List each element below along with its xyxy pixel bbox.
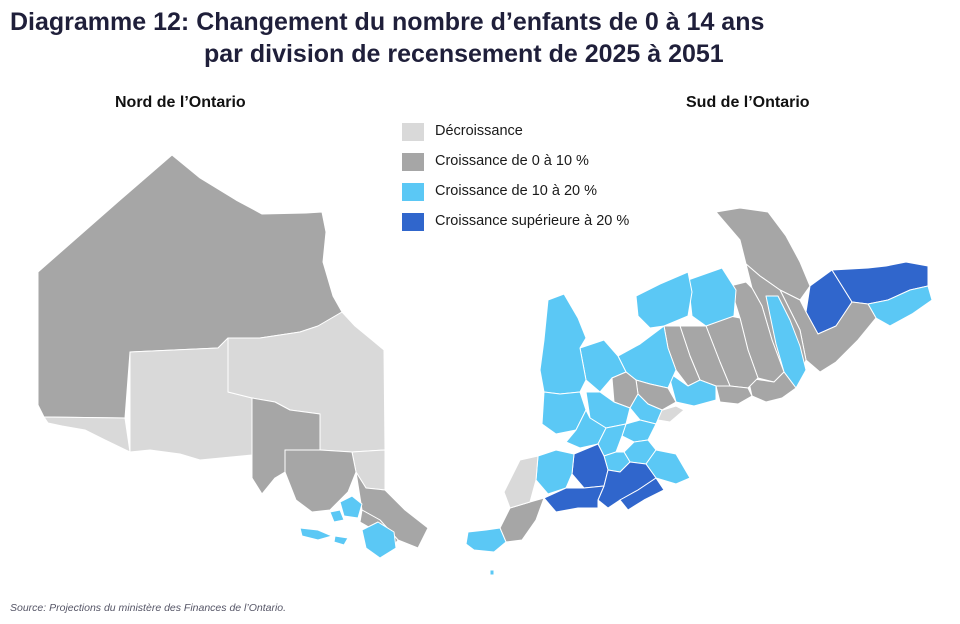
- legend-label-growth-10-20: Croissance de 10 à 20 %: [435, 183, 598, 199]
- south-region-durham: [667, 371, 717, 407]
- south-region-renfrew: [715, 207, 811, 301]
- north-region-sudbury-small: [329, 509, 345, 523]
- north-region-muskoka: [361, 521, 397, 559]
- north-region-sudbury-district: [284, 449, 357, 513]
- south-region-muskoka: [635, 271, 693, 329]
- legend-swatch-growth-10-20: [402, 183, 424, 201]
- title-line-1: Diagramme 12: Changement du nombre d’enf…: [10, 8, 765, 36]
- north-ontario-map: [37, 154, 429, 559]
- south-region-pelee: [489, 569, 495, 576]
- south-region-halton: [621, 419, 657, 443]
- south-region-lambton: [535, 449, 575, 495]
- legend-swatch-growth-over-20: [402, 213, 424, 231]
- legend-label-growth-0-10: Croissance de 0 à 10 %: [435, 153, 589, 169]
- south-region-prince-edward: [747, 371, 797, 403]
- north-region-timiskaming: [351, 449, 386, 491]
- south-region-kingston: [765, 295, 807, 389]
- legend-swatch-growth-0-10: [402, 153, 424, 171]
- legend-swatch-decline: [402, 123, 424, 141]
- north-region-manitoulin: [299, 527, 333, 541]
- source-note: Source: Projections du ministère des Fin…: [10, 602, 287, 614]
- south-region-elgin: [543, 485, 605, 513]
- title-line-2: par division de recensement de 2025 à 20…: [204, 40, 724, 68]
- north-panel-label: Nord de l’Ontario: [115, 94, 246, 111]
- north-region-greater-sudbury: [339, 495, 363, 519]
- legend-label-decline: Décroissance: [435, 123, 523, 139]
- south-region-haliburton: [687, 267, 737, 327]
- south-region-essex: [465, 527, 507, 553]
- south-ontario-map: [465, 207, 933, 576]
- south-region-lambton-north: [503, 455, 539, 509]
- south-panel-label: Sud de l’Ontario: [686, 94, 810, 111]
- north-region-island-small: [333, 535, 349, 546]
- north-region-kenora: [37, 154, 343, 419]
- south-region-norfolk: [619, 477, 665, 511]
- chart-title: Diagramme 12: Changement du nombre d’enf…: [0, 6, 960, 70]
- south-region-northumberland: [715, 385, 753, 405]
- south-region-bruce: [539, 293, 587, 395]
- south-region-stormont: [867, 285, 933, 327]
- legend-label-growth-over-20: Croissance supérieure à 20 %: [435, 213, 630, 229]
- north-region-rainy-river: [43, 416, 131, 453]
